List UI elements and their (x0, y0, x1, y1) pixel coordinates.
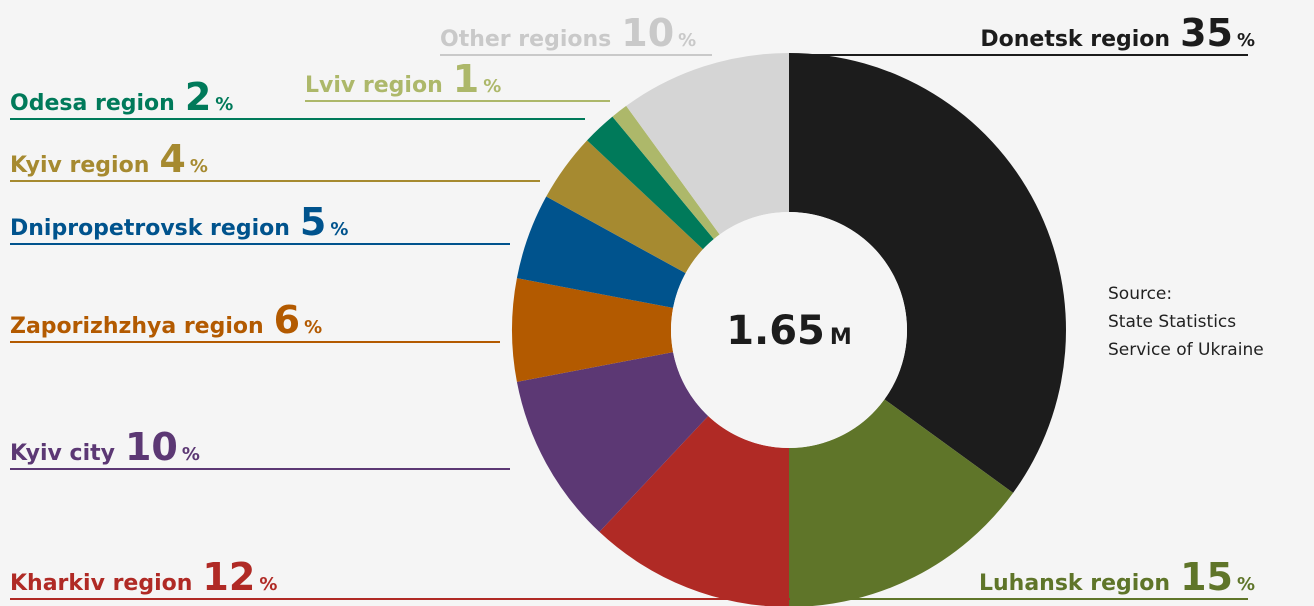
slice-label: Odesa region 2% (10, 75, 233, 119)
value-label: 5 (300, 200, 326, 244)
source-text: Service of Ukraine (1108, 340, 1264, 360)
slice-label: Donetsk region 35% (980, 11, 1255, 55)
category-name: Dnipropetrovsk region (10, 216, 290, 241)
value-unit: % (1237, 30, 1255, 51)
donut-slice (626, 53, 789, 235)
donut-hole (671, 212, 907, 448)
category-name: Lviv region (305, 73, 443, 98)
value-label: 4 (159, 137, 185, 181)
center-unit: M (830, 325, 852, 350)
slice-label: Dnipropetrovsk region 5% (10, 200, 348, 244)
slice-label: Lviv region 1% (305, 57, 501, 101)
donut-slice (789, 53, 1066, 493)
slice-label: Kyiv region 4% (10, 137, 208, 181)
donut-slice (516, 352, 709, 532)
slice-label: Kharkiv region 12% (10, 555, 277, 599)
donut-slice (599, 416, 789, 606)
category-name: Kharkiv region (10, 571, 192, 596)
donut-slice (612, 105, 720, 240)
source-text: Source: (1108, 284, 1172, 304)
value-label: 10 (125, 425, 178, 469)
value-unit: % (304, 317, 322, 338)
value-label: 1 (453, 57, 479, 101)
value-label: 6 (274, 298, 300, 342)
value-unit: % (1237, 574, 1255, 595)
category-name: Donetsk region (980, 27, 1170, 52)
value-label: 2 (185, 75, 211, 119)
source-text: State Statistics (1108, 312, 1236, 332)
category-name: Luhansk region (979, 571, 1170, 596)
slice-label: Luhansk region 15% (979, 555, 1255, 599)
value-unit: % (483, 76, 501, 97)
value-unit: % (678, 30, 696, 51)
value-unit: % (259, 574, 277, 595)
value-label: 15 (1180, 555, 1233, 599)
value-label: 35 (1180, 11, 1233, 55)
value-unit: % (182, 444, 200, 465)
category-name: Odesa region (10, 91, 175, 116)
category-name: Kyiv city (10, 441, 115, 466)
donut-slice (587, 116, 714, 250)
donut-slice (546, 140, 703, 274)
slice-label: Kyiv city 10% (10, 425, 200, 469)
value-unit: % (330, 219, 348, 240)
category-name: Other regions (440, 27, 611, 52)
value-unit: % (190, 156, 208, 177)
center-value: 1.65 (726, 308, 825, 354)
category-name: Zaporizhzhya region (10, 314, 264, 339)
category-name: Kyiv region (10, 153, 149, 178)
slice-label: Other regions 10% (440, 11, 696, 55)
donut-slice (789, 399, 1014, 606)
center-label: 1.65 M (726, 308, 852, 354)
value-label: 10 (621, 11, 674, 55)
slice-label: Zaporizhzhya region 6% (10, 298, 322, 342)
value-label: 12 (202, 555, 255, 599)
donut-slice (516, 196, 686, 308)
value-unit: % (215, 94, 233, 115)
donut-slice (512, 278, 674, 382)
